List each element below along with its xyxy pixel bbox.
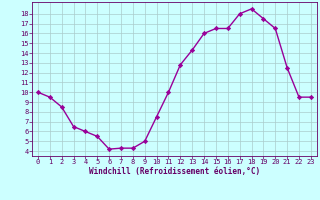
- X-axis label: Windchill (Refroidissement éolien,°C): Windchill (Refroidissement éolien,°C): [89, 167, 260, 176]
